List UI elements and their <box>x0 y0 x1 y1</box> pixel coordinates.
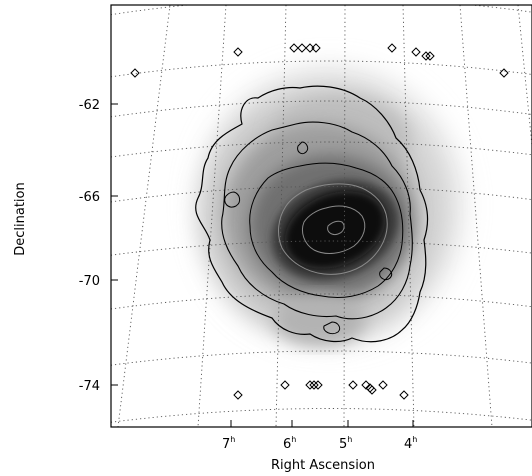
diamond-marker <box>387 43 397 53</box>
diamond-marker <box>305 43 315 53</box>
y-axis-title: Declination <box>13 182 28 256</box>
y-tick-marks <box>111 103 118 386</box>
diamond-marker <box>280 380 290 390</box>
x-tick-marks <box>230 420 414 427</box>
contour-blob-b <box>297 141 309 155</box>
diamond-marker <box>313 380 323 390</box>
x-tick-label-1: 7h <box>222 435 235 452</box>
diamond-marker <box>233 47 243 57</box>
y-tick-label-3: -70 <box>79 274 100 289</box>
diamond-marker <box>425 51 435 61</box>
x-tick-label-2: 6h <box>283 435 296 452</box>
diamond-marker <box>411 47 421 57</box>
contour-2 <box>221 121 413 320</box>
diamond-marker <box>348 380 358 390</box>
outer-contour <box>195 85 429 343</box>
x-tick-label-4: 4h <box>404 435 417 452</box>
diamond-marker <box>361 380 371 390</box>
contour-lines <box>195 85 429 343</box>
contour-6 <box>327 220 345 235</box>
plot-frame <box>110 4 532 428</box>
contour-blob-d <box>379 267 393 281</box>
diamond-marker <box>499 68 509 78</box>
diamond-marker <box>297 43 307 53</box>
contour-4 <box>278 183 388 275</box>
diamond-marker <box>399 390 409 400</box>
y-tick-label-4: -74 <box>79 379 100 394</box>
diamond-marker <box>421 51 431 61</box>
y-tick-label-1: -62 <box>79 98 100 113</box>
diamond-markers <box>130 43 509 400</box>
diamond-marker <box>309 380 319 390</box>
x-axis-title: Right Ascension <box>271 458 375 473</box>
diamond-marker <box>311 43 321 53</box>
diamond-marker <box>305 380 315 390</box>
diamond-marker <box>130 68 140 78</box>
contour-blob-a <box>224 191 241 208</box>
contour-3 <box>249 162 404 299</box>
emission-image <box>200 70 460 345</box>
y-tick-label-2: -66 <box>79 190 100 205</box>
diamond-marker <box>378 380 388 390</box>
diamond-marker <box>289 43 299 53</box>
diamond-marker <box>367 385 377 395</box>
contour-blob-c <box>323 321 341 335</box>
x-tick-label-3: 5h <box>339 435 352 452</box>
contour-5 <box>301 205 366 254</box>
diamond-marker <box>233 390 243 400</box>
